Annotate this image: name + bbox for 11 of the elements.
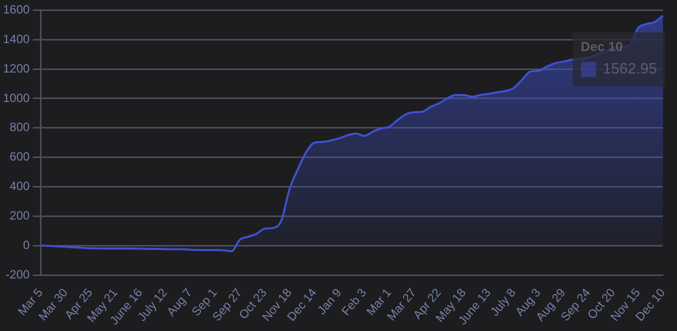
y-tick-label: 800 bbox=[10, 120, 30, 134]
y-tick-label: 1600 bbox=[2, 2, 30, 17]
y-tick-label: 200 bbox=[10, 208, 30, 222]
y-tick-label: 1000 bbox=[2, 90, 30, 105]
y-tick-label: 1200 bbox=[2, 61, 30, 76]
y-tick-label: 0 bbox=[23, 238, 30, 252]
y-tick-label: 600 bbox=[10, 150, 30, 164]
y-tick-label: 1400 bbox=[2, 32, 30, 46]
y-tick-label: -200 bbox=[6, 267, 30, 282]
annotation: Dec 10 bbox=[580, 38, 623, 54]
y-tick-label: 400 bbox=[10, 179, 30, 194]
